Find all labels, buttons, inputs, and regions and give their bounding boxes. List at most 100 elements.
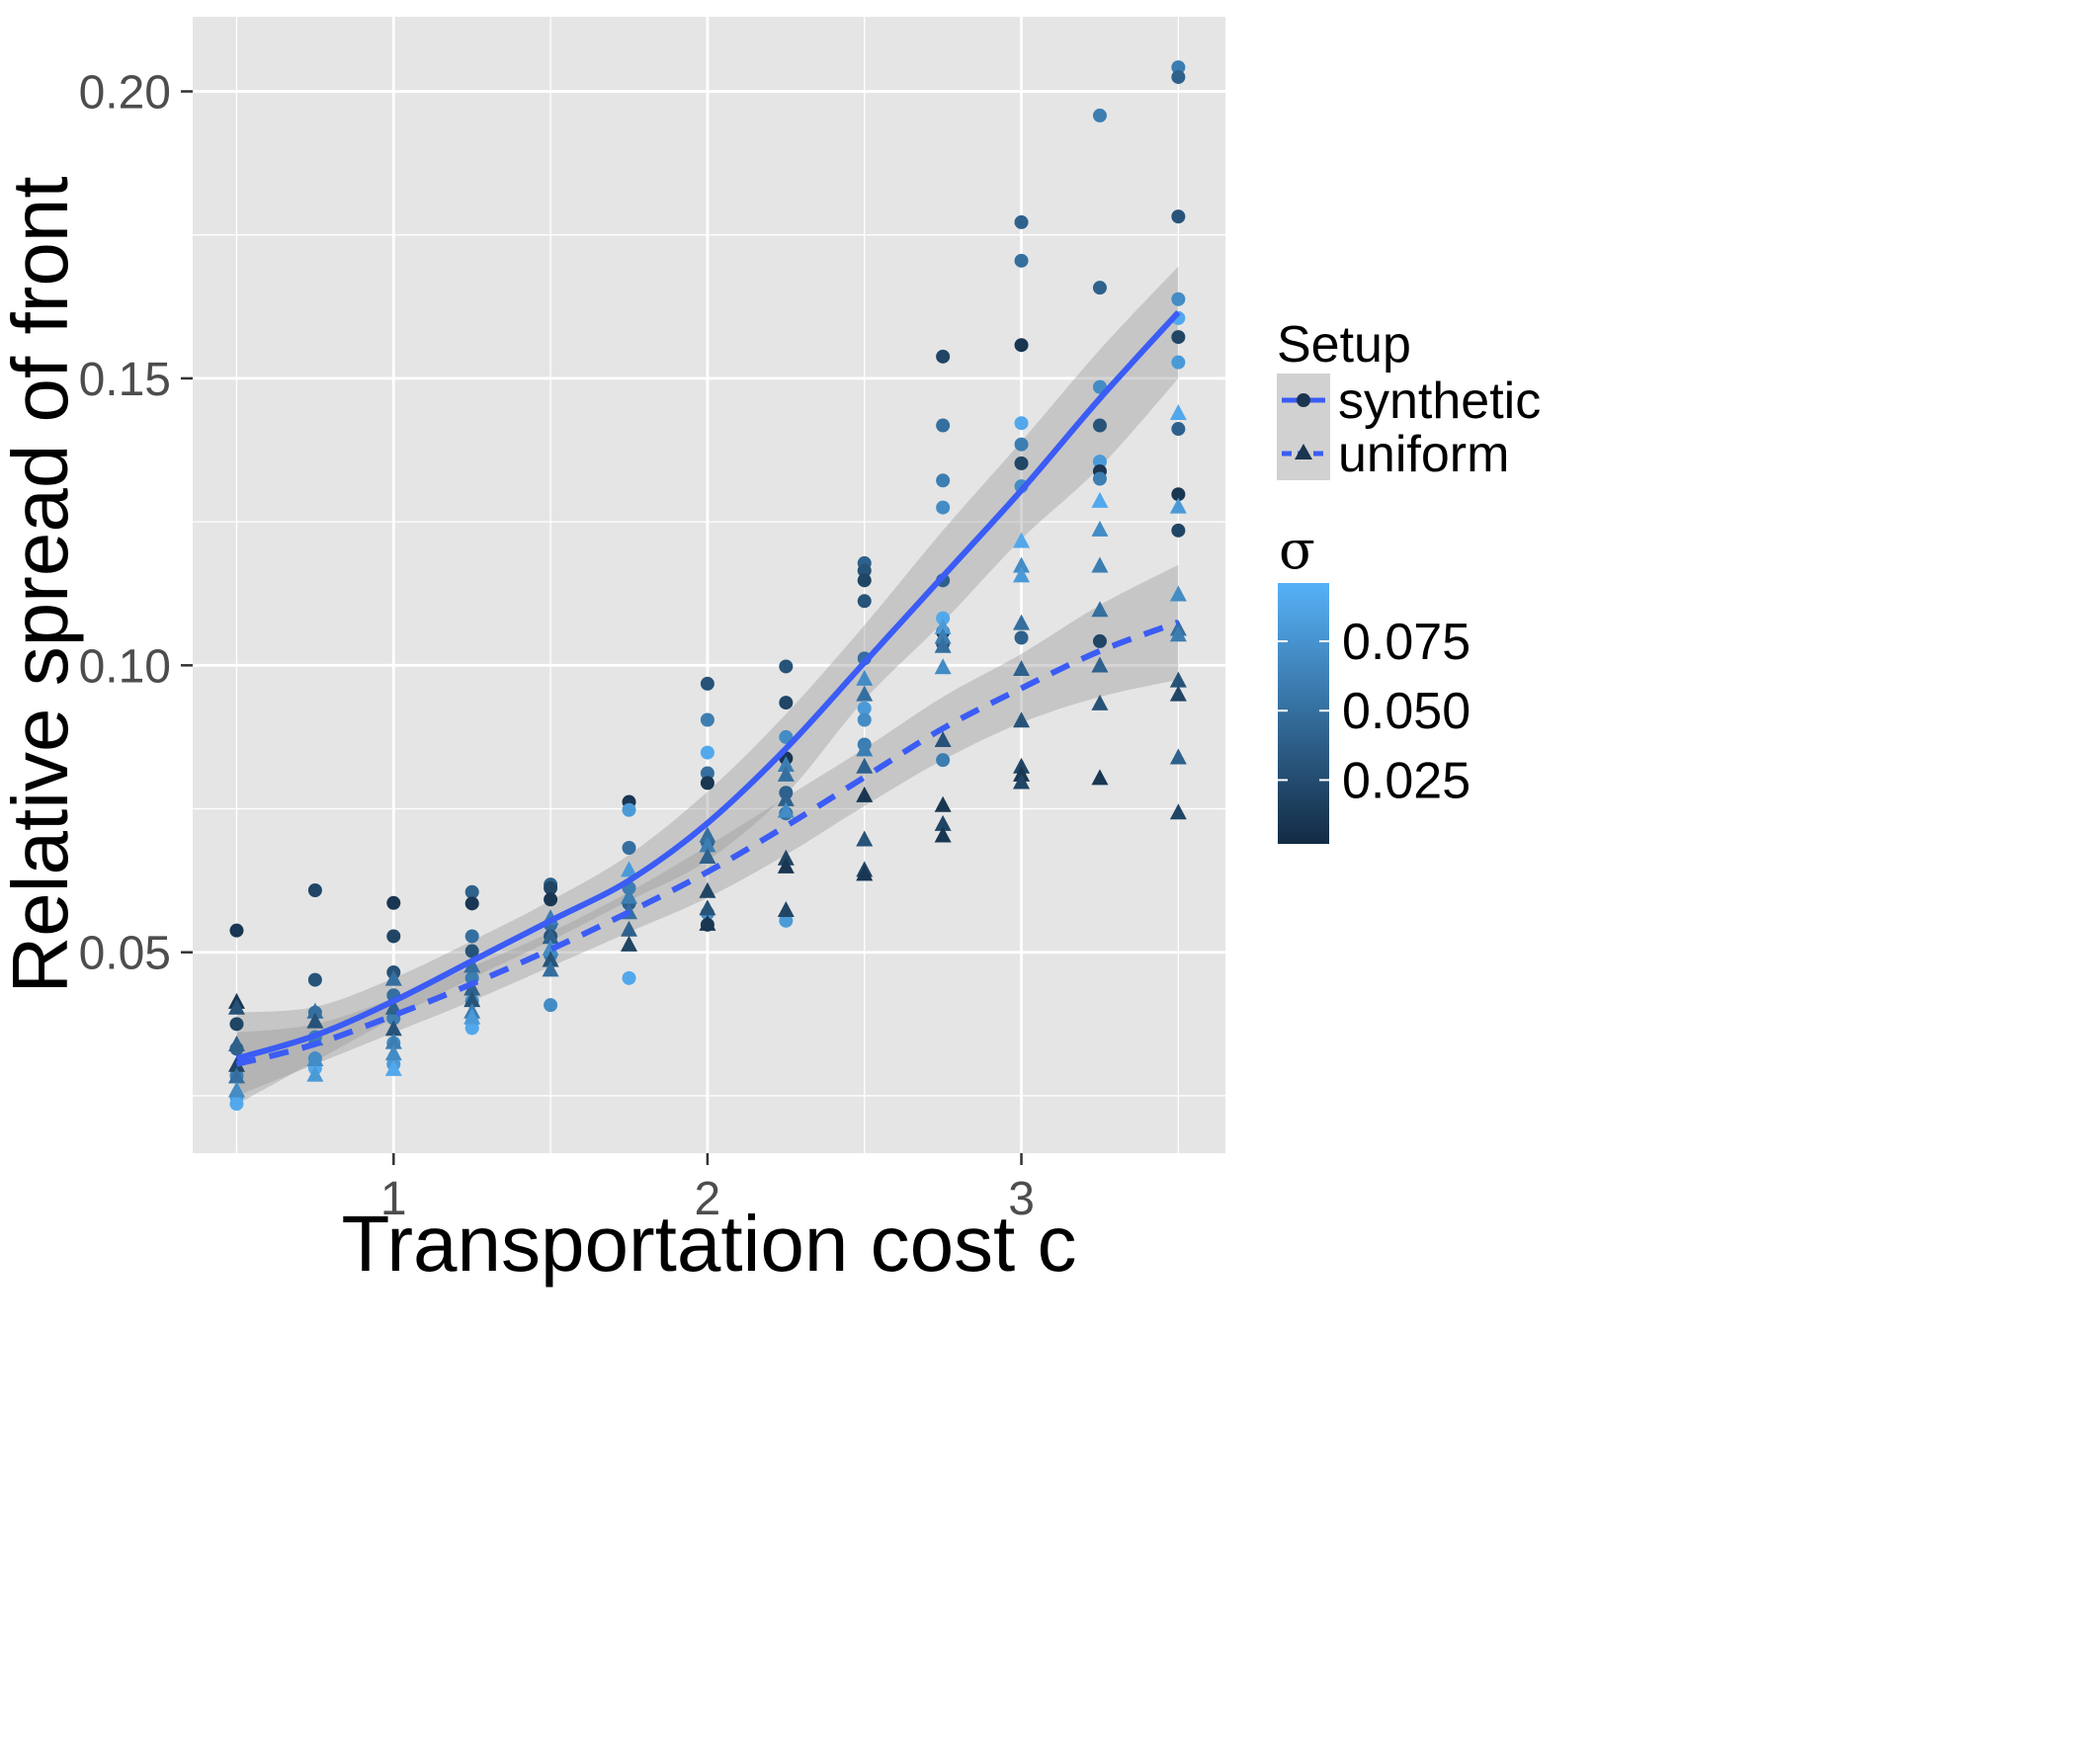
x-tick-label: 3 bbox=[1008, 1173, 1035, 1225]
point-uniform bbox=[1091, 556, 1109, 573]
point-synthetic bbox=[622, 841, 636, 856]
point-uniform bbox=[1169, 585, 1187, 602]
point-uniform bbox=[856, 830, 874, 847]
point-synthetic bbox=[1171, 209, 1186, 224]
point-uniform bbox=[1091, 520, 1109, 537]
x-tick-label: 2 bbox=[695, 1173, 721, 1225]
point-synthetic bbox=[1092, 455, 1107, 469]
point-synthetic bbox=[779, 913, 794, 928]
point-synthetic bbox=[464, 944, 479, 958]
point-synthetic bbox=[1014, 416, 1029, 431]
point-synthetic bbox=[857, 573, 872, 588]
point-synthetic bbox=[936, 418, 951, 433]
point-uniform bbox=[1091, 769, 1109, 786]
point-synthetic bbox=[936, 349, 951, 364]
point-uniform bbox=[856, 786, 874, 802]
point-uniform bbox=[1013, 757, 1031, 774]
point-synthetic bbox=[1014, 630, 1029, 645]
point-uniform bbox=[934, 731, 952, 748]
point-synthetic bbox=[1092, 108, 1107, 123]
grid-lines bbox=[193, 17, 1225, 1153]
point-uniform bbox=[934, 618, 952, 634]
point-uniform bbox=[777, 765, 795, 782]
point-synthetic bbox=[779, 659, 794, 674]
point-uniform bbox=[463, 1008, 481, 1025]
point-synthetic bbox=[1014, 338, 1029, 353]
point-uniform bbox=[227, 1081, 245, 1098]
confidence-ribbon-synthetic bbox=[236, 266, 1179, 1105]
point-synthetic bbox=[464, 896, 479, 911]
point-uniform bbox=[542, 960, 559, 977]
point-synthetic bbox=[544, 998, 558, 1013]
point-uniform bbox=[384, 1059, 402, 1076]
point-synthetic bbox=[857, 594, 872, 609]
point-uniform bbox=[1091, 656, 1109, 673]
point-synthetic bbox=[307, 882, 322, 897]
point-uniform bbox=[1169, 803, 1187, 820]
data-points bbox=[227, 60, 1187, 1112]
point-synthetic bbox=[1014, 253, 1029, 268]
point-synthetic bbox=[229, 1017, 244, 1032]
point-uniform bbox=[542, 928, 559, 945]
point-uniform bbox=[699, 899, 716, 916]
point-uniform bbox=[306, 1049, 324, 1066]
point-synthetic bbox=[464, 884, 479, 899]
point-synthetic bbox=[1171, 355, 1186, 370]
fit-lines bbox=[235, 310, 1181, 1067]
point-synthetic bbox=[386, 929, 401, 944]
point-uniform bbox=[777, 756, 795, 773]
point-uniform bbox=[542, 939, 559, 956]
point-uniform bbox=[1013, 566, 1031, 583]
y-tick-label: 0.05 bbox=[79, 928, 171, 980]
point-synthetic bbox=[544, 892, 558, 907]
point-synthetic bbox=[464, 929, 479, 944]
point-uniform bbox=[384, 1044, 402, 1061]
point-synthetic bbox=[1171, 60, 1186, 75]
point-synthetic bbox=[1171, 69, 1186, 84]
x-axis-title: Transportation cost c bbox=[341, 1200, 1076, 1288]
point-uniform bbox=[777, 790, 795, 806]
point-uniform bbox=[306, 1002, 324, 1019]
point-uniform bbox=[777, 801, 795, 818]
point-synthetic bbox=[700, 776, 714, 791]
y-tick-label: 0.10 bbox=[79, 640, 171, 693]
point-uniform bbox=[856, 865, 874, 881]
point-uniform bbox=[621, 887, 638, 904]
point-uniform bbox=[306, 1065, 324, 1082]
point-uniform bbox=[699, 826, 716, 843]
point-uniform bbox=[934, 814, 952, 831]
point-synthetic bbox=[307, 972, 322, 987]
point-synthetic bbox=[1014, 437, 1029, 452]
fit-line-uniform bbox=[235, 619, 1180, 1067]
setup-legend: Setup synthetic uniform bbox=[1277, 316, 1541, 483]
point-uniform bbox=[934, 826, 952, 843]
point-synthetic bbox=[700, 766, 714, 781]
sigma-legend-title: σ bbox=[1279, 519, 1315, 581]
point-synthetic bbox=[1171, 422, 1186, 437]
point-uniform bbox=[384, 969, 402, 986]
y-tick-label: 0.15 bbox=[79, 354, 171, 406]
legend-marker-synthetic bbox=[1297, 393, 1310, 407]
point-uniform bbox=[1013, 614, 1031, 630]
point-synthetic bbox=[779, 729, 794, 744]
point-uniform bbox=[699, 836, 716, 853]
point-uniform bbox=[1013, 660, 1031, 677]
point-uniform bbox=[463, 979, 481, 996]
point-synthetic bbox=[544, 880, 558, 895]
point-uniform bbox=[1013, 532, 1031, 548]
point-synthetic bbox=[229, 1097, 244, 1112]
point-uniform bbox=[777, 900, 795, 917]
point-uniform bbox=[1091, 601, 1109, 618]
point-uniform bbox=[1169, 625, 1187, 642]
point-uniform bbox=[1013, 773, 1031, 790]
setup-legend-title: Setup bbox=[1277, 316, 1411, 374]
confidence-ribbons bbox=[236, 266, 1179, 1105]
point-uniform bbox=[384, 1033, 402, 1049]
point-synthetic bbox=[1014, 456, 1029, 470]
colorbar-tick-label: 0.050 bbox=[1342, 683, 1470, 740]
point-synthetic bbox=[857, 563, 872, 578]
point-uniform bbox=[621, 861, 638, 877]
point-uniform bbox=[227, 1035, 245, 1051]
point-uniform bbox=[856, 740, 874, 757]
